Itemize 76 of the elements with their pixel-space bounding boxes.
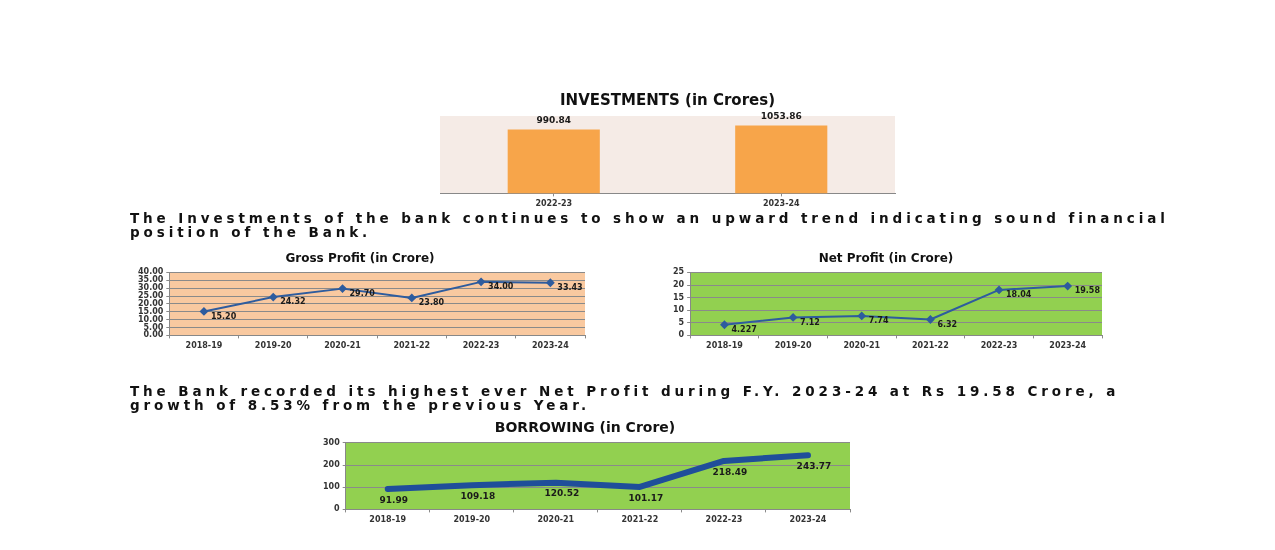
x-tick-label: 2022-23 — [535, 199, 573, 209]
y-tick-label: 15 — [672, 292, 685, 302]
x-tick-label: 2020-21 — [843, 341, 881, 351]
data-label: 101.17 — [628, 492, 664, 503]
data-label: 4.227 — [731, 324, 757, 334]
y-tick-label: 10 — [672, 305, 685, 315]
data-label: 34.00 — [488, 281, 514, 291]
chart-title: INVESTMENTS (in Crores) — [560, 90, 775, 109]
text: The Bank recorded its highest ever Net Profit during F.Y. 2023-24 at Rs 19.58 Crore, a growth of 8.53% from the previous Year. — [130, 383, 1121, 413]
point — [546, 278, 555, 287]
x-tick-label: 2019-20 — [254, 341, 293, 351]
y-tick-label: 300 — [323, 437, 341, 447]
data-label: 990.84 — [536, 115, 572, 126]
y-tick-label: 10.00 — [137, 314, 164, 324]
x-tick-label: 2023-24 — [1049, 341, 1087, 351]
data-label: 19.58 — [1074, 286, 1101, 296]
y-tick-label: 20.00 — [137, 298, 164, 308]
x-tick-label: 2018-19 — [706, 341, 744, 351]
x-tick-label: 2019-20 — [774, 341, 812, 351]
data-label: 218.49 — [712, 466, 748, 477]
x-tick-label: 2022-23 — [705, 515, 743, 525]
point — [720, 320, 729, 329]
point — [1063, 282, 1072, 291]
data-label: 7.12 — [800, 317, 820, 327]
x-tick-label: 2021-22 — [912, 341, 949, 351]
point — [995, 285, 1004, 294]
x-tick-label: 2023-24 — [532, 341, 570, 351]
point — [338, 284, 347, 293]
chart-title: Gross Profit (in Crore) — [285, 251, 435, 266]
data-label: 15.20 — [210, 311, 237, 321]
point — [269, 293, 278, 302]
point — [407, 293, 416, 302]
data-label: 109.18 — [460, 491, 496, 502]
data-label: 6.32 — [937, 319, 958, 329]
point — [199, 307, 208, 316]
chart-title: BORROWING (in Crore) — [494, 419, 676, 436]
text: The Investments of the bank continues to show an upward trend indicating sound financial position of the Bank. — [130, 210, 1170, 240]
x-tick-label: 2023-24 — [789, 515, 827, 525]
data-label: 1053.86 — [760, 111, 802, 122]
data-label: 23.80 — [418, 297, 445, 307]
data-label: 120.52 — [544, 488, 580, 499]
y-tick-label: 5 — [678, 317, 685, 327]
x-tick-label: 2020-21 — [537, 515, 575, 525]
data-label: 18.04 — [1006, 290, 1032, 300]
x-tick-label: 2018-19 — [185, 341, 223, 351]
y-tick-label: 35.00 — [137, 275, 164, 285]
y-tick-label: 0.00 — [143, 330, 164, 340]
y-tick-label: 200 — [323, 460, 341, 470]
x-tick-label: 2023-24 — [762, 199, 801, 209]
y-tick-label: 0 — [678, 330, 685, 340]
x-tick-label: 2020-21 — [324, 341, 362, 351]
y-tick-label: 0 — [334, 504, 341, 514]
point — [857, 311, 866, 320]
x-tick-label: 2018-19 — [369, 515, 407, 525]
data-label: 243.77 — [796, 461, 832, 472]
x-tick-label: 2021-22 — [393, 341, 431, 351]
x-tick-label: 2022-23 — [462, 341, 500, 351]
y-tick-label: 25.00 — [137, 291, 164, 301]
point — [789, 313, 798, 322]
data-label: 7.74 — [868, 315, 889, 325]
x-tick-label: 2021-22 — [621, 515, 659, 525]
point — [926, 315, 935, 324]
y-tick-label: 100 — [323, 482, 341, 492]
data-label: 33.43 — [557, 282, 583, 292]
y-tick-label: 5.00 — [143, 322, 164, 332]
y-tick-label: 15.00 — [137, 306, 164, 316]
chart-title: Net Profit (in Crore) — [818, 251, 954, 266]
data-label: 91.99 — [379, 494, 408, 505]
data-label: 24.32 — [280, 297, 306, 307]
y-tick-label: 25 — [672, 267, 685, 277]
y-tick-label: 30.00 — [137, 283, 164, 293]
point — [477, 277, 486, 286]
x-tick-label: 2019-20 — [453, 515, 491, 525]
x-tick-label: 2022-23 — [980, 341, 1018, 351]
y-tick-label: 40.00 — [137, 267, 164, 277]
y-tick-label: 20 — [672, 280, 685, 290]
